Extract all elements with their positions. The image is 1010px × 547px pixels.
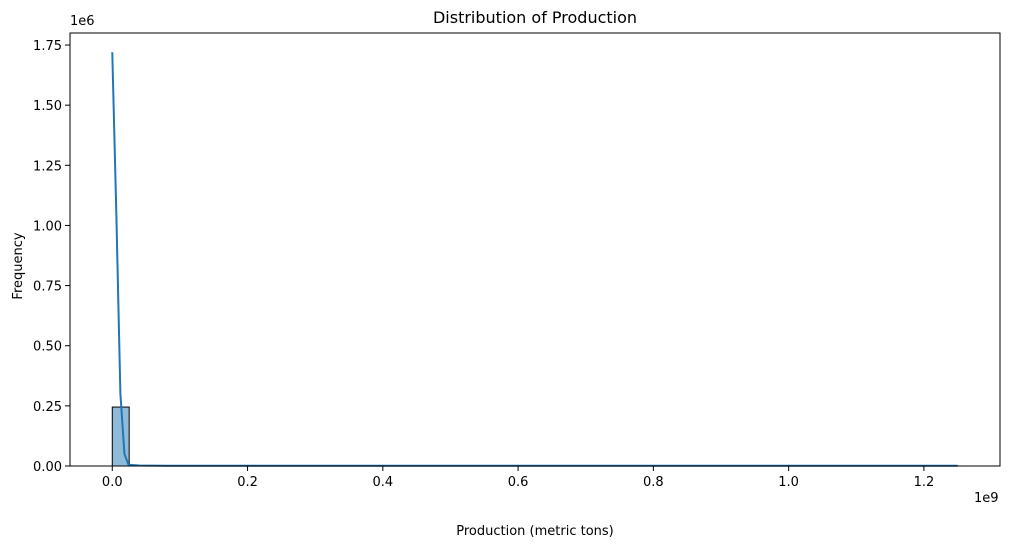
x-tick-label: 0.8: [643, 475, 664, 490]
x-axis-ticks: 0.0 0.2 0.4 0.6 0.8 1.0 1.2: [102, 466, 934, 490]
y-tick-label: 0.50: [33, 340, 62, 355]
y-tick-label: 0.25: [33, 400, 62, 415]
x-tick-label: 1.0: [778, 475, 799, 490]
y-tick-label: 0.00: [33, 460, 62, 475]
axes-frame: [69, 32, 1001, 467]
y-offset-label: 1e6: [70, 14, 95, 29]
y-axis-ticks: 0.00 0.25 0.50 0.75 1.00 1.25 1.50 1.75: [33, 39, 70, 475]
x-tick-label: 1.2: [914, 475, 935, 490]
y-tick-label: 1.25: [33, 159, 62, 174]
chart-title: Distribution of Production: [433, 8, 637, 27]
y-tick-label: 0.75: [33, 280, 62, 295]
y-tick-label: 1.50: [33, 99, 62, 114]
x-offset-label: 1e9: [974, 491, 999, 506]
y-tick-label: 1.75: [33, 39, 62, 54]
x-tick-label: 0.4: [372, 475, 393, 490]
x-tick-label: 0.2: [237, 475, 258, 490]
x-tick-label: 0.6: [508, 475, 529, 490]
x-tick-label: 0.0: [102, 475, 123, 490]
x-axis-label: Production (metric tons): [456, 524, 614, 539]
y-tick-label: 1.00: [33, 219, 62, 234]
y-axis-label: Frequency: [11, 232, 26, 299]
